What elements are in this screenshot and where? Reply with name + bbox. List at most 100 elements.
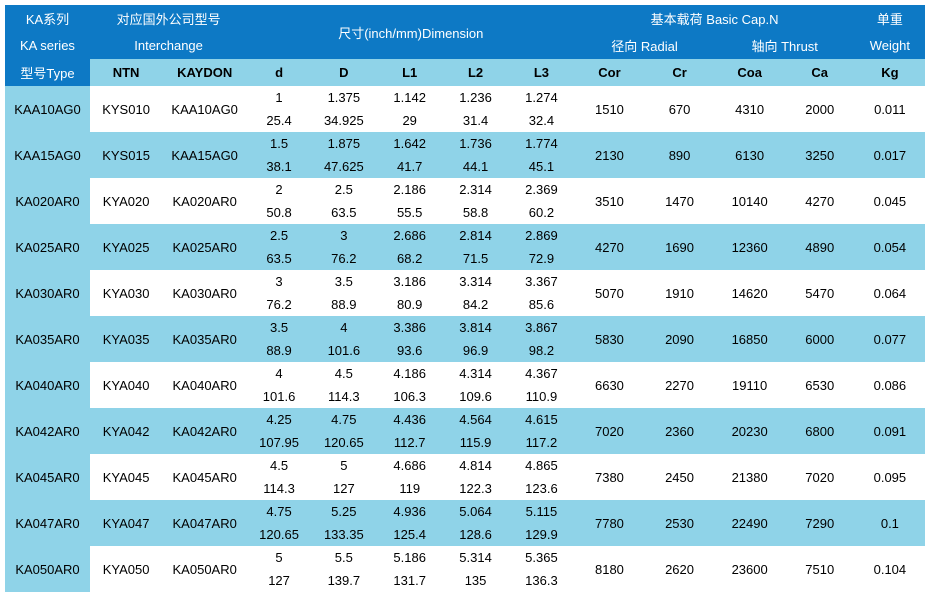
- cell-L1-in: 3.386: [377, 316, 443, 339]
- cell-Coa: 14620: [715, 270, 785, 316]
- cell-d-in: 1.5: [247, 132, 311, 155]
- cell-L2-in: 1.736: [443, 132, 509, 155]
- hdr-ka-top: KA系列: [5, 5, 90, 32]
- cell-L1-mm: 112.7: [377, 431, 443, 454]
- cell-Kg: 0.086: [855, 362, 925, 408]
- table-row: KA040AR0KYA040KA040AR044.54.1864.3144.36…: [5, 362, 925, 385]
- cell-Ca: 6000: [785, 316, 855, 362]
- cell-type: KA030AR0: [5, 270, 90, 316]
- cell-L1-in: 2.186: [377, 178, 443, 201]
- cell-L1-mm: 68.2: [377, 247, 443, 270]
- cell-Cr: 2530: [645, 500, 715, 546]
- cell-L2-in: 5.314: [443, 546, 509, 569]
- cell-kaydon: KA045AR0: [162, 454, 247, 500]
- hdr-basic-cap: 基本载荷 Basic Cap.N: [574, 5, 854, 32]
- cell-L1-mm: 93.6: [377, 339, 443, 362]
- cell-L1-mm: 106.3: [377, 385, 443, 408]
- cell-Coa: 16850: [715, 316, 785, 362]
- cell-Coa: 12360: [715, 224, 785, 270]
- header-row-3: 型号Type NTN KAYDON d D L1 L2 L3 Cor Cr Co…: [5, 59, 925, 86]
- hdr-L1: L1: [377, 59, 443, 86]
- hdr-thrust: 轴向 Thrust: [715, 32, 855, 59]
- cell-type: KAA15AG0: [5, 132, 90, 178]
- hdr-ntn: NTN: [90, 59, 162, 86]
- header-row-1: KA系列 对应国外公司型号 尺寸(inch/mm)Dimension 基本载荷 …: [5, 5, 925, 32]
- cell-L2-in: 4.564: [443, 408, 509, 431]
- cell-ntn: KYA030: [90, 270, 162, 316]
- cell-L3-in: 5.115: [508, 500, 574, 523]
- cell-Coa: 19110: [715, 362, 785, 408]
- cell-Ca: 5470: [785, 270, 855, 316]
- cell-Ca: 7290: [785, 500, 855, 546]
- cell-L3-mm: 117.2: [508, 431, 574, 454]
- hdr-L2: L2: [443, 59, 509, 86]
- hdr-D: D: [311, 59, 377, 86]
- cell-kaydon: KA042AR0: [162, 408, 247, 454]
- cell-L1-mm: 119: [377, 477, 443, 500]
- cell-kaydon: KA030AR0: [162, 270, 247, 316]
- table-row: KA035AR0KYA035KA035AR03.543.3863.8143.86…: [5, 316, 925, 339]
- cell-L2-in: 3.314: [443, 270, 509, 293]
- cell-Kg: 0.077: [855, 316, 925, 362]
- cell-D-in: 4.75: [311, 408, 377, 431]
- cell-L3-in: 2.369: [508, 178, 574, 201]
- table-row: KAA10AG0KYS010KAA10AG011.3751.1421.2361.…: [5, 86, 925, 109]
- cell-type: KA040AR0: [5, 362, 90, 408]
- cell-L2-in: 4.314: [443, 362, 509, 385]
- cell-Kg: 0.011: [855, 86, 925, 132]
- cell-ntn: KYA035: [90, 316, 162, 362]
- cell-Coa: 20230: [715, 408, 785, 454]
- table-row: KA030AR0KYA030KA030AR033.53.1863.3143.36…: [5, 270, 925, 293]
- cell-D-in: 5.25: [311, 500, 377, 523]
- cell-Cr: 2360: [645, 408, 715, 454]
- cell-L1-in: 4.686: [377, 454, 443, 477]
- cell-L1-in: 2.686: [377, 224, 443, 247]
- cell-d-mm: 38.1: [247, 155, 311, 178]
- hdr-radial: 径向 Radial: [574, 32, 714, 59]
- cell-L3-mm: 136.3: [508, 569, 574, 592]
- cell-Kg: 0.104: [855, 546, 925, 592]
- cell-Cor: 7380: [574, 454, 644, 500]
- table-body: KAA10AG0KYS010KAA10AG011.3751.1421.2361.…: [5, 86, 925, 592]
- cell-L1-mm: 80.9: [377, 293, 443, 316]
- cell-L2-in: 3.814: [443, 316, 509, 339]
- cell-D-in: 4: [311, 316, 377, 339]
- cell-Kg: 0.064: [855, 270, 925, 316]
- cell-Cr: 1910: [645, 270, 715, 316]
- cell-type: KA045AR0: [5, 454, 90, 500]
- cell-kaydon: KA050AR0: [162, 546, 247, 592]
- cell-L3-mm: 72.9: [508, 247, 574, 270]
- cell-L3-in: 4.865: [508, 454, 574, 477]
- cell-d-mm: 114.3: [247, 477, 311, 500]
- cell-D-mm: 133.35: [311, 523, 377, 546]
- cell-L2-in: 2.814: [443, 224, 509, 247]
- hdr-L3: L3: [508, 59, 574, 86]
- cell-Cor: 5070: [574, 270, 644, 316]
- cell-Cr: 1690: [645, 224, 715, 270]
- cell-L3-in: 4.615: [508, 408, 574, 431]
- hdr-Cor: Cor: [574, 59, 644, 86]
- cell-Coa: 10140: [715, 178, 785, 224]
- cell-type: KA020AR0: [5, 178, 90, 224]
- cell-d-mm: 101.6: [247, 385, 311, 408]
- cell-Cor: 6630: [574, 362, 644, 408]
- cell-L2-mm: 31.4: [443, 109, 509, 132]
- cell-L3-in: 5.365: [508, 546, 574, 569]
- cell-ntn: KYA045: [90, 454, 162, 500]
- cell-L3-mm: 32.4: [508, 109, 574, 132]
- cell-D-mm: 76.2: [311, 247, 377, 270]
- cell-L1-in: 5.186: [377, 546, 443, 569]
- cell-d-in: 4.75: [247, 500, 311, 523]
- cell-Cr: 1470: [645, 178, 715, 224]
- table-row: KA042AR0KYA042KA042AR04.254.754.4364.564…: [5, 408, 925, 431]
- cell-D-mm: 63.5: [311, 201, 377, 224]
- cell-Kg: 0.017: [855, 132, 925, 178]
- cell-L1-in: 4.436: [377, 408, 443, 431]
- cell-L1-in: 1.642: [377, 132, 443, 155]
- cell-L2-in: 1.236: [443, 86, 509, 109]
- cell-Kg: 0.054: [855, 224, 925, 270]
- cell-L3-in: 4.367: [508, 362, 574, 385]
- cell-L2-in: 4.814: [443, 454, 509, 477]
- table-row: KA045AR0KYA045KA045AR04.554.6864.8144.86…: [5, 454, 925, 477]
- cell-D-mm: 88.9: [311, 293, 377, 316]
